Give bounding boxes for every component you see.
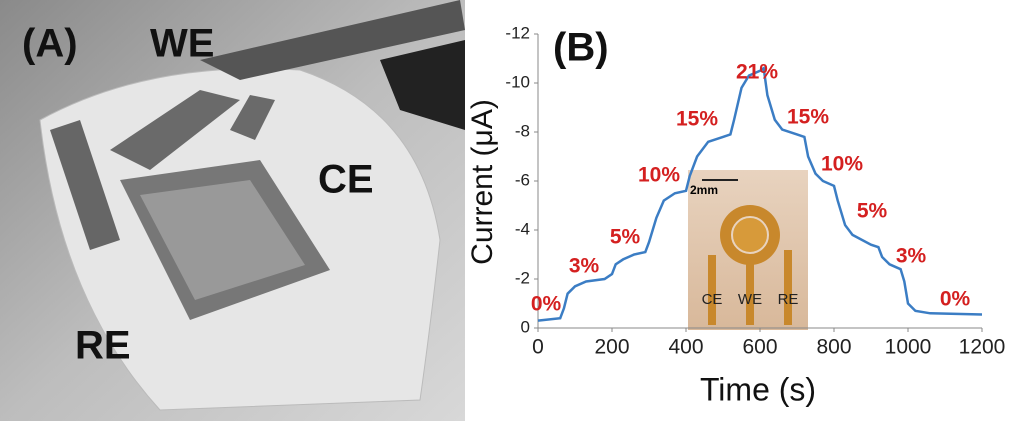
electrode-label: RE xyxy=(75,324,131,368)
x-tick-label: 600 xyxy=(742,336,777,359)
x-tick-label: 0 xyxy=(532,336,544,359)
panel-label: (A) xyxy=(22,22,78,66)
y-tick-label: -12 xyxy=(505,23,530,42)
x-tick-label: 200 xyxy=(594,336,629,359)
figure: (A) WE CE RE (B) 2mm CE WE RE Time (s) C… xyxy=(0,0,1019,421)
x-tick-label: 1000 xyxy=(885,336,932,359)
inset-label: RE xyxy=(778,291,799,308)
annotation: 10% xyxy=(638,164,680,187)
electrode-label: WE xyxy=(150,22,214,66)
annotation: 15% xyxy=(787,106,829,129)
y-tick-label: -10 xyxy=(505,72,530,91)
x-tick-label: 400 xyxy=(668,336,703,359)
panel-label: (B) xyxy=(553,26,609,70)
annotation: 3% xyxy=(896,245,927,268)
y-tick-label: -6 xyxy=(515,170,530,189)
inset-label: CE xyxy=(702,291,723,308)
y-tick-label: -2 xyxy=(515,268,530,287)
annotation: 5% xyxy=(610,226,641,249)
y-tick-label: -8 xyxy=(515,121,530,140)
electrode-label: CE xyxy=(318,158,374,202)
annotation: 10% xyxy=(821,153,863,176)
inset-label: WE xyxy=(738,291,762,308)
y-tick-label: 0 xyxy=(521,317,530,336)
annotation: 3% xyxy=(569,255,600,278)
annotation: 21% xyxy=(736,61,778,84)
annotation: 5% xyxy=(857,200,888,223)
annotation: 0% xyxy=(531,293,562,316)
annotation: 0% xyxy=(940,288,971,311)
inset-scale: 2mm xyxy=(690,183,718,197)
y-tick-label: -4 xyxy=(515,219,530,238)
annotation: 15% xyxy=(676,108,718,131)
x-axis-title: Time (s) xyxy=(700,371,816,407)
x-tick-label: 1200 xyxy=(959,336,1006,359)
x-tick-label: 800 xyxy=(816,336,851,359)
y-axis-title: Current (μA) xyxy=(466,99,499,265)
